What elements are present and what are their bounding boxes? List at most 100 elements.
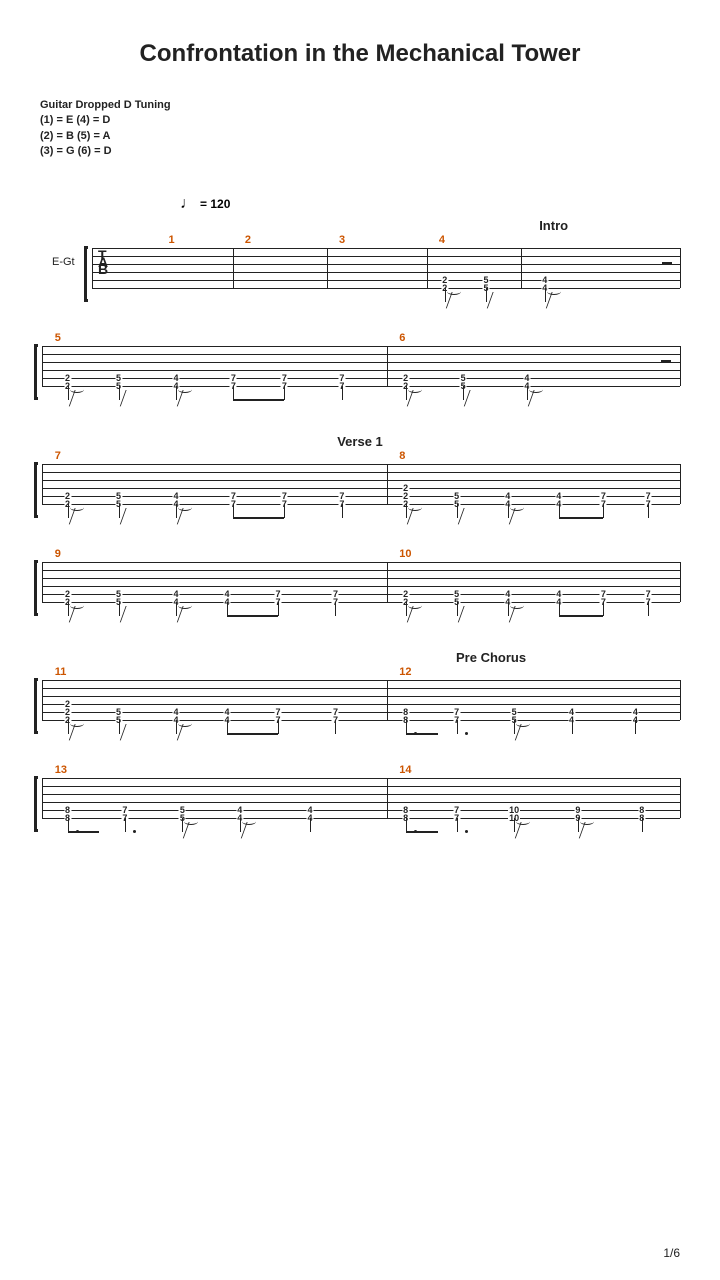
note-stem — [68, 818, 69, 832]
rhythm-dot — [465, 732, 468, 735]
tie — [447, 288, 461, 295]
note-flag: ╱ — [487, 292, 493, 309]
measure-number: 1 — [168, 234, 174, 246]
tab-staff: 1112222╱55╱44╱447777887755╱4444 — [42, 670, 680, 722]
tempo-marking: ♩ = 120 — [180, 195, 680, 213]
tie — [510, 602, 524, 609]
staff-line — [42, 696, 680, 697]
staff-line — [42, 464, 680, 465]
note-stem — [642, 818, 643, 832]
tie — [70, 386, 84, 393]
rhythm-dot — [133, 830, 136, 833]
beam — [559, 517, 604, 519]
tie — [516, 720, 530, 727]
note-stem — [284, 386, 285, 400]
note-stem — [227, 602, 228, 616]
staff-line — [42, 778, 680, 779]
note-flag: ╱ — [120, 390, 126, 407]
tab-systems: IntroE-GtTAB123422╱55╱44╱5622╱55╱44╱7777… — [40, 218, 680, 820]
beam — [227, 615, 278, 617]
staff-line — [42, 786, 680, 787]
beam — [68, 831, 100, 833]
note-stem — [603, 504, 604, 518]
staff-line — [42, 562, 680, 563]
staff-line — [92, 272, 680, 273]
note-flag: ╱ — [464, 390, 470, 407]
barline — [680, 346, 681, 386]
tab-system: 5622╱55╱44╱77777722╱55╱44╱ — [40, 336, 680, 388]
tab-system: 1112222╱55╱44╱447777887755╱4444 — [40, 670, 680, 722]
staff-line — [92, 280, 680, 281]
measure-number: 5 — [55, 332, 61, 344]
note-stem — [335, 602, 336, 616]
quarter-note-icon: ♩ — [180, 195, 196, 213]
rhythm-dot — [465, 830, 468, 833]
tie — [516, 818, 530, 825]
note-stem — [335, 720, 336, 734]
tuning-line: (3) = G (6) = D — [40, 144, 680, 159]
staff-line — [42, 704, 680, 705]
note-stem — [572, 720, 573, 734]
note-stem — [125, 818, 126, 832]
barline — [680, 248, 681, 288]
staff-line — [42, 378, 680, 379]
staff-bracket — [34, 462, 38, 518]
beam — [406, 831, 438, 833]
tie — [547, 288, 561, 295]
note-stem — [233, 504, 234, 518]
measure-number: 10 — [399, 548, 411, 560]
staff-line — [42, 578, 680, 579]
note-flag: ╱ — [120, 508, 126, 525]
tie — [70, 720, 84, 727]
barline — [42, 680, 43, 720]
tie — [580, 818, 594, 825]
measure-number: 9 — [55, 548, 61, 560]
measure-number: 14 — [399, 764, 411, 776]
barline — [387, 778, 388, 818]
tie — [510, 504, 524, 511]
section-label-row: Pre Chorus — [40, 650, 680, 668]
section-label-row: Intro — [40, 218, 680, 236]
tab-staff: 1314887755╱44╱4488771010╱99╱88 — [42, 768, 680, 820]
tempo-value: = 120 — [200, 197, 230, 211]
measure-number: 11 — [55, 666, 67, 678]
tie — [178, 386, 192, 393]
tab-system: 7822╱55╱44╱777777222╱55╱44╱447777 — [40, 454, 680, 506]
staff-line — [42, 802, 680, 803]
barline — [42, 346, 43, 386]
staff-line — [42, 570, 680, 571]
staff-line — [42, 354, 680, 355]
staff-line — [42, 496, 680, 497]
section-label-row: Verse 1 — [40, 434, 680, 452]
barline — [327, 248, 328, 288]
staff-line — [42, 594, 680, 595]
barline — [680, 680, 681, 720]
rest — [661, 360, 671, 363]
note-flag: ╱ — [120, 606, 126, 623]
note-stem — [406, 818, 407, 832]
tie — [178, 720, 192, 727]
tab-staff: TAB123422╱55╱44╱ — [92, 238, 680, 290]
note-stem — [278, 720, 279, 734]
note-stem — [406, 720, 407, 734]
measure-number: 13 — [55, 764, 67, 776]
staff-line — [42, 480, 680, 481]
tie — [70, 504, 84, 511]
rhythm-dot — [414, 732, 417, 735]
note-stem — [648, 602, 649, 616]
measure-number: 12 — [399, 666, 411, 678]
note-stem — [457, 818, 458, 832]
barline — [42, 562, 43, 602]
barline — [92, 248, 93, 288]
note-stem — [559, 504, 560, 518]
section-label: Pre Chorus — [456, 650, 526, 665]
barline — [680, 562, 681, 602]
note-stem — [278, 602, 279, 616]
tuning-info: Guitar Dropped D Tuning (1) = E (4) = D … — [40, 98, 680, 160]
barline — [521, 248, 522, 288]
staff-line — [42, 346, 680, 347]
staff-line — [42, 688, 680, 689]
staff-line — [42, 810, 680, 811]
note-stem — [635, 720, 636, 734]
beam — [227, 733, 278, 735]
